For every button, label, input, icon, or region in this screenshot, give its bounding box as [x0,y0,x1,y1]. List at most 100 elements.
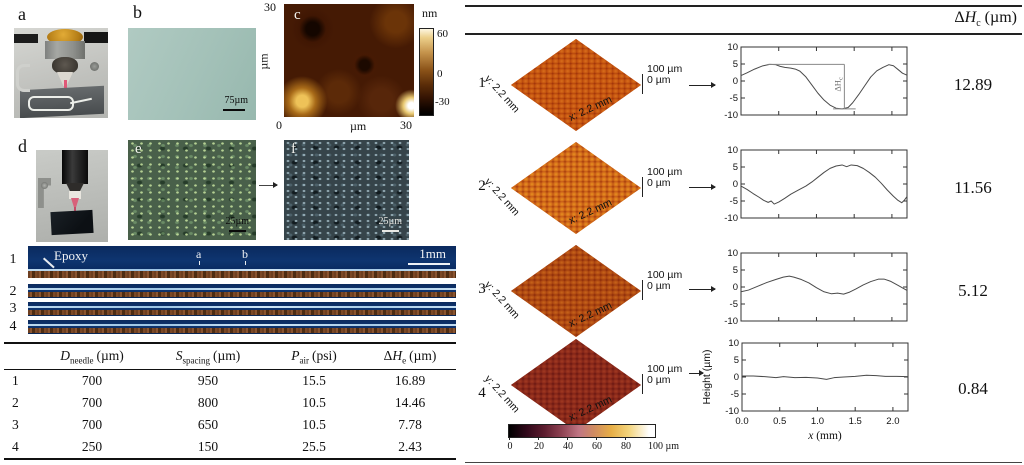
cell-s: 950 [197,373,219,388]
afm-colorbar-tick-60: 60 [437,28,448,40]
cbar-tick-label: 60 [592,441,602,452]
arrow-to-profile-icon [689,82,716,88]
stripe-label-3: 3 [9,301,17,316]
svg-text:5: 5 [733,59,738,70]
right-bottom-rule [465,462,1022,463]
panel-e-scale-label: 25µm [225,216,249,227]
panel-d-photo [36,150,108,242]
stripe2-sediment [28,292,456,297]
syringe-barrel [52,57,78,74]
table-row: 4 250 150 25.5 2.43 [4,436,456,458]
stripe3-sediment [28,310,456,315]
height-colorbar: 0 20 40 60 80 100 µm [508,424,708,456]
svg-text:-5: -5 [731,389,739,400]
svg-text:Height (µm): Height (µm) [701,349,713,404]
svg-text:10: 10 [727,145,738,156]
cell-d: 700 [81,395,103,410]
panel-f-scale-label: 25µm [378,216,402,227]
svg-text:0: 0 [733,76,738,87]
svg-text:ΔHc: ΔHc [832,77,844,92]
marker-b-tick [245,261,246,265]
stripe4-sediment [28,328,456,333]
photo-a-frame-left [14,34,38,43]
measurement-row-2: 2 y: 2.2 mm x: 2.2 mm 100 µm 0 µm 10 5 0 -5-… [465,140,1022,242]
height-scale-line [642,374,643,394]
svg-text:2.0: 2.0 [886,416,899,427]
cell-s: 800 [197,395,219,410]
stripe-image-1: Epoxy a b 1mm [28,246,456,278]
svg-text:-5: -5 [730,93,738,104]
svg-text:-5: -5 [730,196,738,207]
height-profile-plot-1: 10 5 0 -5 -10 ΔHc [724,42,908,121]
panel-e-micrograph: e 25µm [128,140,256,240]
svg-text:-10: -10 [724,213,738,224]
svg-text:1.5: 1.5 [849,416,862,427]
cell-d: 700 [81,417,103,432]
svg-text:5: 5 [733,162,738,173]
stripe-label-2: 2 [9,284,17,299]
needle-pink-d [71,198,79,208]
parameters-table: Dneedle (µm) Sspacing (µm) Pair (psi) ΔHe (µ… [4,342,456,460]
panel-f-micrograph: f 25µm [284,140,409,240]
afm-colorbar-tick-neg30: -30 [435,96,450,108]
delta-h-value: 11.56 [954,178,992,197]
svg-text:x (mm): x (mm) [807,430,842,442]
substrate [50,209,94,236]
svg-text:-10: -10 [725,406,739,417]
right-header-rule [465,33,1022,35]
svg-text:1.0: 1.0 [811,416,824,427]
table-header-row: Dneedle (µm) Sspacing (µm) Pair (psi) ΔHe (µ… [4,344,456,370]
cell-p: 10.5 [302,395,326,410]
afm-axis-bottom-left: 0 [276,118,282,132]
height-profile-plot-3: 10 5 0 -5 -10 [724,248,908,327]
cell-d: 250 [81,439,103,454]
delta-h-value: 5.12 [958,281,988,300]
height-profile-plot-2: 10 5 0 -5 -10 [724,145,908,224]
height-scale-line [642,177,643,197]
afm-colorbar-title: nm [422,6,438,20]
cbar-tick [509,437,510,440]
cbar-tick [538,437,539,440]
delta-h-value: 0.84 [958,379,988,398]
arrow-to-profile-icon [689,184,716,190]
row-id: 1 [12,373,19,388]
marker-b: b [242,247,248,261]
header-p-air: Pair (psi) [291,347,337,366]
cell-h: 2.43 [398,439,422,454]
stripe-image-3 [28,302,456,316]
cbar-tick-label: 0 [507,441,513,452]
svg-text:0.5: 0.5 [773,416,786,427]
table-row: 3 700 650 10.5 7.78 [4,414,456,436]
arrow-to-profile-icon [689,286,716,292]
marker-a-tick [199,261,200,265]
height-scale-line [642,74,643,94]
cell-h: 7.78 [398,417,422,432]
panel-b-scale-bar [223,109,245,111]
cell-h: 14.46 [394,395,426,410]
cell-p: 25.5 [302,439,326,454]
panel-b-micrograph: 75µm [128,28,256,120]
measurement-row-4: 4 y: 2.2 mm x: 2.2 mm 100 µm 0 µm 10 5 0 -5-… [465,333,1022,463]
y-axis-3d-label: y: 2.2 mm [482,73,522,116]
afm-colorbar [419,28,434,116]
header-d-needle: Dneedle (µm) [60,347,124,366]
row-number: 1 [478,75,486,91]
height-scale-line [642,280,643,300]
panel-c-label: c [294,7,301,23]
svg-text:-10: -10 [724,316,738,327]
needle-pink [64,80,67,92]
cbar-tick [625,437,626,440]
measurement-row-3: 3 y: 2.2 mm x: 2.2 mm 100 µm 0 µm 10 5 0 -5-… [465,243,1022,345]
panel-d-label: d [18,136,27,156]
bracket [16,64,30,92]
panel-b-scale-label: 75µm [224,95,248,106]
arrow-to-profile-icon [689,370,704,376]
svg-text:-10: -10 [724,110,738,121]
nozzle-body [62,150,88,184]
cbar-tick-label: 40 [563,441,573,452]
stripe-label-4: 4 [9,319,17,334]
cell-p: 10.5 [302,417,326,432]
stripe1-sediment [28,271,456,278]
cbar-tick-label: 20 [534,441,544,452]
cbar-tick [567,437,568,440]
